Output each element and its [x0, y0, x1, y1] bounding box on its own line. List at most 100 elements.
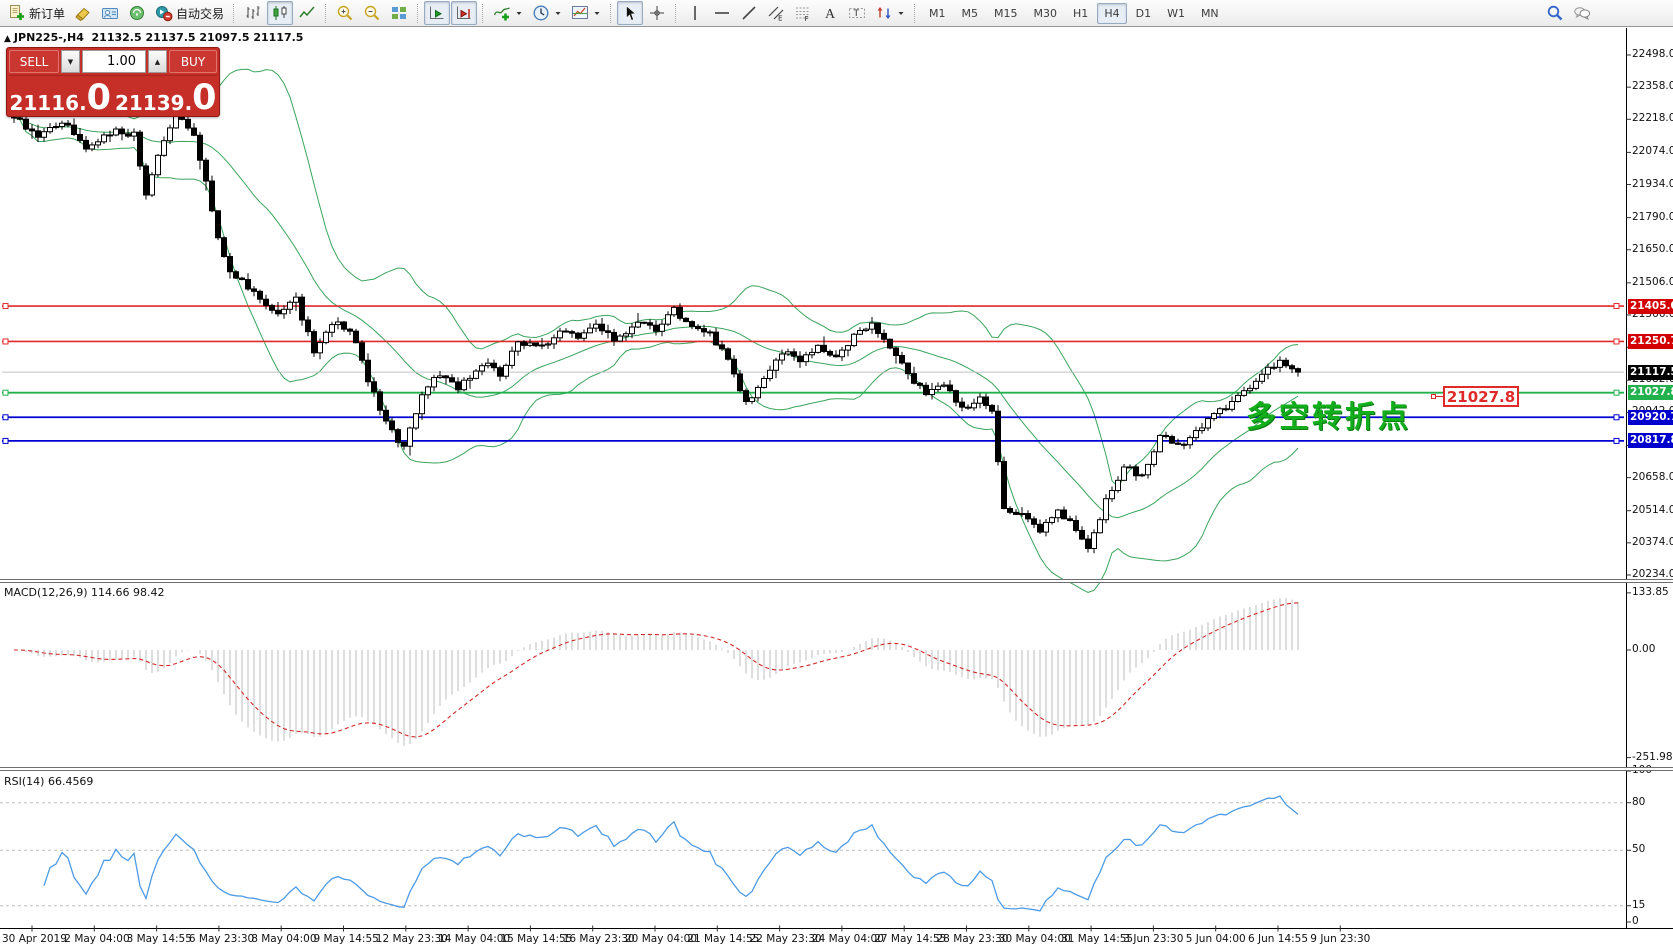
- collapse-panel-icon[interactable]: ▲: [4, 34, 11, 44]
- crosshair-icon: [648, 4, 666, 22]
- price-tick-label: 21650.0: [1632, 242, 1673, 255]
- pivot-line-badge: 21027.8: [1628, 385, 1673, 401]
- one-click-trading-panel: SELL ▼ 1.00 ▲ BUY 21116. 0 21139. 0: [6, 47, 220, 117]
- eraser-button[interactable]: [70, 1, 96, 25]
- time-tick-label: 6 May 23:30: [188, 933, 255, 945]
- rsi-line: [0, 795, 1624, 912]
- zoom-out-button[interactable]: [359, 1, 385, 25]
- tile-windows-button[interactable]: [386, 1, 412, 25]
- fibonacci-button[interactable]: F: [790, 1, 816, 25]
- candles-chart-icon: [271, 4, 289, 22]
- periods-button[interactable]: [528, 1, 566, 25]
- zoom-in-icon: [336, 4, 354, 22]
- timeframe-w1-button[interactable]: W1: [1167, 6, 1185, 20]
- volume-input[interactable]: 1.00: [82, 50, 146, 73]
- chat-button[interactable]: [1569, 1, 1595, 25]
- new-order-button-label: 新订单: [29, 6, 66, 21]
- timeframe-m1-button[interactable]: M1: [929, 6, 946, 20]
- timeframe-m30-button[interactable]: M30: [1033, 6, 1058, 20]
- time-tick-label: 16 May 23:30: [562, 933, 635, 945]
- timeframe-h1-button[interactable]: H1: [1073, 6, 1089, 20]
- time-tick-label: 5 Jun 04:00: [1185, 933, 1246, 945]
- price-tick-label: 22358.0: [1632, 80, 1673, 93]
- fibonacci-icon: F: [794, 4, 812, 22]
- eraser-icon: [74, 4, 92, 22]
- text-button[interactable]: A: [817, 1, 843, 25]
- search-icon: [1546, 4, 1564, 22]
- new-order-button[interactable]: 新订单: [4, 1, 69, 25]
- label-icon: T: [848, 4, 866, 22]
- templates-button[interactable]: [567, 1, 605, 25]
- toolbar-separator: [233, 3, 235, 23]
- symbol-name: JPN225-,H4: [13, 31, 84, 44]
- toolbar: 新订单 自动交易 E F A T M1 M5 M15 M30 H1 H4 D1 W1 MN: [0, 0, 1673, 27]
- dropdown-caret-icon[interactable]: [897, 5, 905, 21]
- indicators-icon: [493, 4, 511, 22]
- buy-price-dot: .: [184, 91, 193, 115]
- volume-decrease-button[interactable]: ▼: [61, 50, 80, 73]
- macd-axis-label: 133.85: [1632, 585, 1669, 598]
- support-line-2-badge: 20817.8: [1628, 433, 1673, 449]
- candlestick-series: [11, 107, 1301, 554]
- trendline-button[interactable]: [736, 1, 762, 25]
- search-button[interactable]: [1542, 1, 1568, 25]
- chart-shift-button[interactable]: [451, 1, 478, 25]
- sell-price[interactable]: 21116. 0: [9, 78, 112, 119]
- crosshair-button[interactable]: [644, 1, 670, 25]
- timeframe-bar: M1 M5 M15 M30 H1 H4 D1 W1 MN: [921, 2, 1227, 24]
- bars-chart-button[interactable]: [240, 1, 266, 25]
- rsi-axis-label: 50: [1632, 843, 1646, 856]
- time-tick-label: 31 May 14:55: [1061, 933, 1134, 945]
- bull-bear-turning-point-annotation[interactable]: 多空转折点: [1246, 400, 1411, 435]
- price-tick-label: 22498.0: [1632, 48, 1673, 60]
- timeframe-m5-button[interactable]: M5: [961, 6, 979, 20]
- vertical-line-button[interactable]: [682, 1, 708, 25]
- volume-increase-button[interactable]: ▲: [148, 50, 167, 73]
- line-chart-button[interactable]: [294, 1, 320, 25]
- dropdown-caret-icon[interactable]: [515, 5, 523, 21]
- hline-icon: [713, 4, 731, 22]
- arrows-button[interactable]: [871, 1, 909, 25]
- profiles-button[interactable]: [97, 1, 123, 25]
- dropdown-caret-icon[interactable]: [593, 5, 601, 21]
- timeframe-d1-button[interactable]: D1: [1135, 6, 1152, 20]
- channel-button[interactable]: E: [763, 1, 789, 25]
- rsi-panel-divider[interactable]: [0, 767, 1673, 771]
- main-chart-area[interactable]: [0, 28, 1626, 579]
- timeframe-m15-button[interactable]: M15: [994, 6, 1018, 20]
- time-tick-label: 24 May 04:00: [811, 933, 884, 945]
- sell-button[interactable]: SELL: [9, 50, 59, 73]
- svg-text:F: F: [805, 15, 809, 22]
- buy-price[interactable]: 21139. 0: [115, 78, 218, 116]
- sell-price-big-digit: 0: [86, 78, 112, 119]
- auto-scroll-button[interactable]: [424, 1, 451, 25]
- text-icon: A: [821, 4, 839, 22]
- svg-text:A: A: [825, 7, 836, 22]
- price-tag-connector: [1431, 394, 1443, 399]
- dropdown-caret-icon[interactable]: [554, 5, 562, 21]
- autotrading-button[interactable]: 自动交易: [151, 1, 228, 25]
- sell-price-dot: .: [79, 91, 87, 115]
- timeframe-mn-button[interactable]: MN: [1200, 6, 1219, 20]
- pivot-price-tag[interactable]: 21027.8: [1443, 386, 1519, 407]
- support-line-1-badge: 20920.7: [1628, 409, 1673, 425]
- trendline-icon: [740, 4, 758, 22]
- time-tick-label: 9 Jun 23:30: [1310, 933, 1371, 945]
- cursor-button[interactable]: [617, 1, 644, 25]
- svg-text:E: E: [778, 15, 782, 23]
- news-button[interactable]: [124, 1, 150, 25]
- horizontal-line-button[interactable]: [709, 1, 735, 25]
- macd-panel-divider[interactable]: [0, 579, 1673, 583]
- candles-chart-button[interactable]: [267, 1, 294, 25]
- indicators-button[interactable]: [489, 1, 527, 25]
- macd-indicator-label: MACD(12,26,9) 114.66 98.42: [4, 586, 165, 599]
- label-button[interactable]: T: [844, 1, 870, 25]
- zoom-in-button[interactable]: [332, 1, 358, 25]
- sell-price-main: 21116: [9, 91, 80, 115]
- toolbar-separator: [675, 3, 677, 23]
- price-tick-label: 21934.0: [1632, 177, 1673, 190]
- timeframe-h4-button[interactable]: H4: [1097, 2, 1127, 24]
- line-chart-icon: [298, 4, 316, 22]
- buy-button[interactable]: BUY: [169, 50, 217, 73]
